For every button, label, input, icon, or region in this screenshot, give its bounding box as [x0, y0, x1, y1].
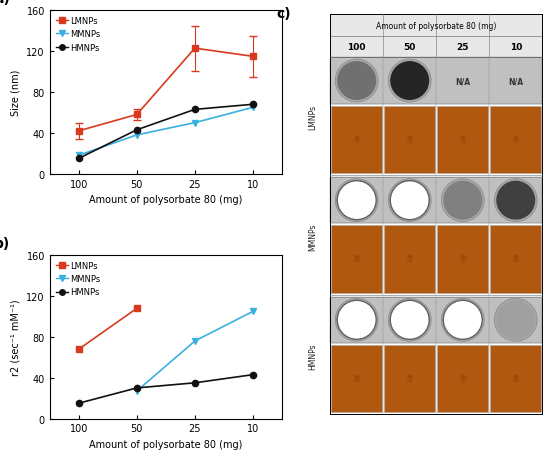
Text: 25: 25: [456, 43, 469, 52]
Text: N/A: N/A: [508, 77, 523, 86]
Text: ®: ®: [458, 374, 467, 384]
FancyBboxPatch shape: [384, 226, 435, 293]
Ellipse shape: [337, 301, 376, 339]
Text: Amount of polysorbate 80 (mg): Amount of polysorbate 80 (mg): [376, 22, 497, 30]
Y-axis label: r2 (sec⁻¹ mM⁻¹): r2 (sec⁻¹ mM⁻¹): [11, 299, 21, 375]
Ellipse shape: [496, 301, 535, 339]
Ellipse shape: [337, 62, 376, 101]
Text: ®: ®: [405, 255, 414, 264]
Text: LMNPs: LMNPs: [309, 105, 317, 130]
Ellipse shape: [335, 298, 378, 342]
FancyBboxPatch shape: [330, 58, 542, 105]
Ellipse shape: [337, 181, 376, 220]
Ellipse shape: [335, 60, 378, 103]
FancyBboxPatch shape: [331, 226, 382, 293]
Legend: LMNPs, MMNPs, HMNPs: LMNPs, MMNPs, HMNPs: [54, 260, 102, 298]
Text: 10: 10: [509, 43, 522, 52]
Ellipse shape: [496, 181, 535, 220]
Ellipse shape: [494, 179, 537, 222]
Text: HMNPs: HMNPs: [309, 343, 317, 369]
Ellipse shape: [390, 62, 429, 101]
Ellipse shape: [390, 181, 429, 220]
Legend: LMNPs, MMNPs, HMNPs: LMNPs, MMNPs, HMNPs: [54, 15, 102, 54]
Text: ®: ®: [353, 136, 361, 145]
Text: ®: ®: [353, 255, 361, 264]
Text: ®: ®: [512, 255, 520, 264]
FancyBboxPatch shape: [331, 106, 382, 174]
X-axis label: Amount of polysorbate 80 (mg): Amount of polysorbate 80 (mg): [89, 439, 243, 449]
Ellipse shape: [441, 298, 484, 342]
Ellipse shape: [335, 179, 378, 222]
Text: 100: 100: [347, 43, 366, 52]
Ellipse shape: [388, 298, 431, 342]
FancyBboxPatch shape: [437, 345, 488, 413]
FancyBboxPatch shape: [330, 297, 542, 343]
FancyBboxPatch shape: [437, 226, 488, 293]
Text: ®: ®: [458, 136, 467, 145]
Text: 50: 50: [404, 43, 416, 52]
Ellipse shape: [444, 181, 482, 220]
Ellipse shape: [494, 298, 537, 342]
FancyBboxPatch shape: [330, 37, 542, 58]
Text: ®: ®: [405, 374, 414, 384]
Text: N/A: N/A: [455, 77, 470, 86]
Y-axis label: Size (nm): Size (nm): [11, 70, 21, 116]
Ellipse shape: [388, 60, 431, 103]
Text: ®: ®: [512, 136, 520, 145]
X-axis label: Amount of polysorbate 80 (mg): Amount of polysorbate 80 (mg): [89, 195, 243, 205]
Ellipse shape: [390, 301, 429, 339]
FancyBboxPatch shape: [384, 106, 435, 174]
Text: ®: ®: [458, 255, 467, 264]
Text: ®: ®: [405, 136, 414, 145]
FancyBboxPatch shape: [491, 226, 541, 293]
Text: c): c): [276, 7, 291, 21]
Text: ®: ®: [512, 374, 520, 384]
FancyBboxPatch shape: [330, 15, 542, 37]
Ellipse shape: [388, 179, 431, 222]
Ellipse shape: [441, 179, 484, 222]
FancyBboxPatch shape: [330, 177, 542, 224]
FancyBboxPatch shape: [331, 345, 382, 413]
Ellipse shape: [444, 301, 482, 339]
FancyBboxPatch shape: [384, 345, 435, 413]
Text: a): a): [0, 0, 10, 6]
Text: b): b): [0, 237, 11, 251]
FancyBboxPatch shape: [491, 345, 541, 413]
Text: ®: ®: [353, 374, 361, 384]
FancyBboxPatch shape: [437, 106, 488, 174]
FancyBboxPatch shape: [491, 106, 541, 174]
Text: MMNPs: MMNPs: [309, 222, 317, 250]
